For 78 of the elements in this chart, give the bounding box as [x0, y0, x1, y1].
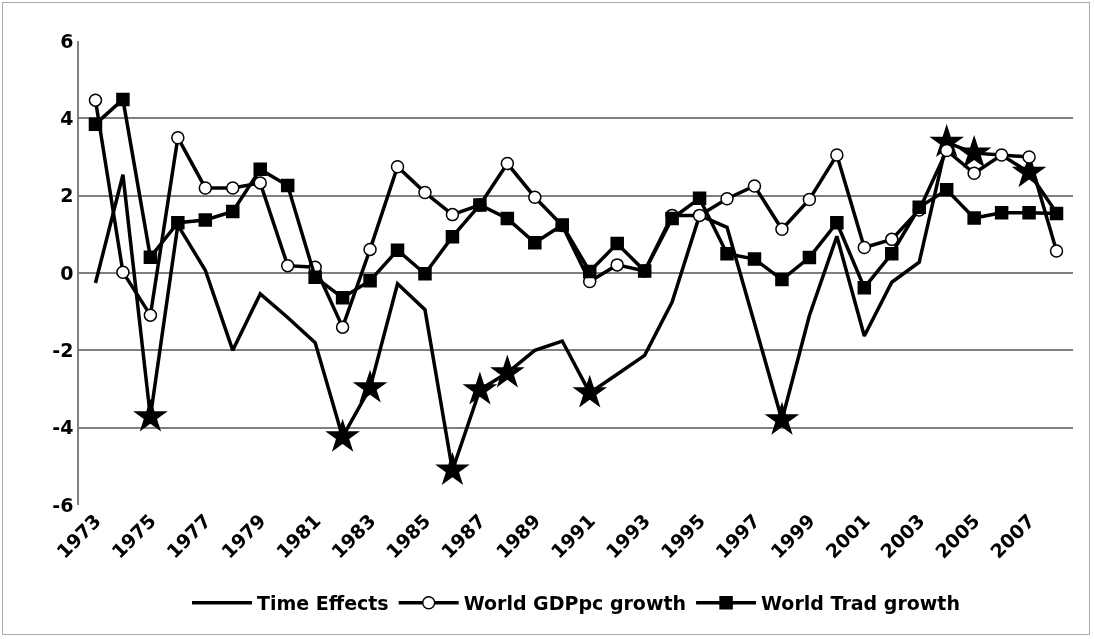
point	[143, 308, 158, 322]
point	[462, 371, 498, 405]
point	[857, 280, 872, 295]
point	[802, 192, 817, 207]
point	[363, 242, 377, 257]
point	[133, 398, 168, 432]
point	[692, 191, 707, 206]
point	[939, 143, 954, 158]
point	[747, 252, 762, 266]
point	[143, 250, 158, 264]
point	[582, 264, 597, 279]
point	[226, 204, 240, 219]
point	[720, 246, 734, 261]
point	[116, 265, 130, 279]
y-tick-label: 2	[60, 184, 74, 207]
point	[490, 354, 525, 388]
point	[226, 181, 240, 195]
point	[610, 258, 624, 272]
point	[171, 215, 185, 230]
point	[967, 211, 981, 225]
legend-label: World GDPpc growth	[463, 592, 687, 615]
y-tick-label: -6	[52, 493, 74, 516]
point	[335, 291, 350, 305]
point	[116, 92, 130, 107]
y-tick-label: 6	[60, 29, 74, 52]
point	[88, 93, 103, 107]
point	[775, 222, 789, 237]
point	[572, 374, 608, 408]
point	[720, 192, 734, 206]
point	[435, 452, 470, 485]
point	[390, 159, 405, 174]
point	[418, 185, 432, 200]
point	[830, 148, 844, 162]
point	[253, 176, 267, 190]
point	[830, 215, 844, 230]
y-tick-label: -4	[52, 416, 74, 439]
point	[764, 401, 800, 435]
point	[418, 267, 432, 281]
point	[198, 213, 213, 227]
point	[363, 273, 377, 288]
point	[500, 156, 515, 171]
y-tick-label: 4	[60, 106, 74, 129]
point	[610, 236, 624, 251]
point	[500, 211, 515, 226]
point	[994, 205, 1009, 220]
point	[967, 166, 981, 180]
point	[445, 229, 460, 244]
point	[1049, 206, 1064, 221]
legend-label: World Trad growth	[761, 592, 960, 615]
point	[352, 369, 388, 403]
point	[335, 320, 350, 334]
point	[1022, 205, 1036, 220]
point	[885, 246, 899, 261]
point	[88, 117, 103, 131]
point	[280, 258, 295, 273]
point	[308, 270, 322, 284]
point	[253, 162, 267, 177]
point	[775, 272, 789, 287]
point	[939, 183, 954, 197]
point	[390, 243, 405, 257]
y-tick-label: 0	[60, 261, 74, 284]
point	[528, 190, 542, 204]
point	[445, 207, 460, 222]
point	[528, 236, 542, 250]
point	[1049, 244, 1064, 258]
point	[885, 232, 899, 247]
point	[198, 181, 213, 195]
point	[747, 179, 762, 193]
point	[325, 418, 360, 452]
point	[802, 250, 817, 265]
point	[857, 240, 872, 255]
point	[171, 130, 185, 145]
point	[994, 148, 1009, 162]
point	[1022, 150, 1036, 164]
point	[692, 208, 707, 223]
point	[280, 178, 295, 193]
legend-label: Time Effects	[257, 592, 389, 615]
y-tick-label: -2	[52, 338, 74, 361]
